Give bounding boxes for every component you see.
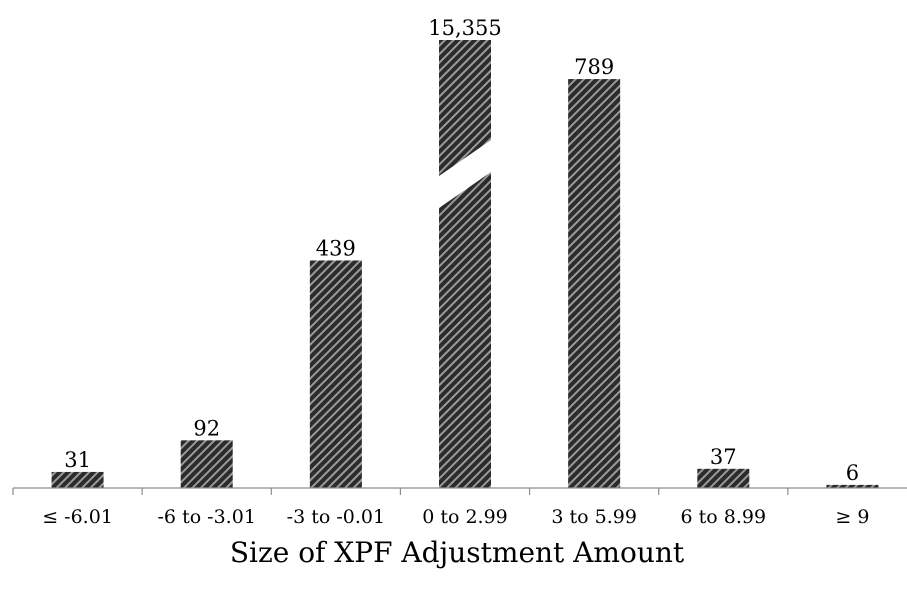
bar-4 [568, 79, 621, 488]
value-label-3: 15,355 [428, 16, 501, 40]
category-label-1: -6 to -3.01 [158, 506, 256, 528]
value-label-5: 37 [710, 445, 737, 469]
bar-6 [826, 484, 879, 488]
labels-group: 31 ≤ -6.01 92 -6 to -3.01 439 -3 to -0.01 15,3… [42, 16, 869, 528]
bar-2 [309, 260, 362, 488]
bars-group [51, 40, 879, 488]
category-label-5: 6 to 8.99 [681, 506, 767, 528]
value-label-6: 6 [846, 461, 859, 485]
bar-0 [51, 471, 104, 488]
category-label-0: ≤ -6.01 [42, 506, 113, 528]
value-label-2: 439 [316, 236, 356, 260]
value-label-4: 789 [574, 55, 614, 79]
value-label-1: 92 [193, 416, 220, 440]
value-label-0: 31 [64, 448, 91, 472]
x-axis [12, 487, 907, 495]
x-axis-title: Size of XPF Adjustment Amount [230, 536, 685, 569]
category-label-3: 0 to 2.99 [422, 506, 508, 528]
category-label-4: 3 to 5.99 [551, 506, 637, 528]
category-label-6: ≥ 9 [835, 506, 869, 528]
bar-1 [180, 440, 233, 488]
category-label-2: -3 to -0.01 [287, 506, 385, 528]
bar-5 [697, 468, 750, 488]
bar-3 [439, 40, 491, 488]
